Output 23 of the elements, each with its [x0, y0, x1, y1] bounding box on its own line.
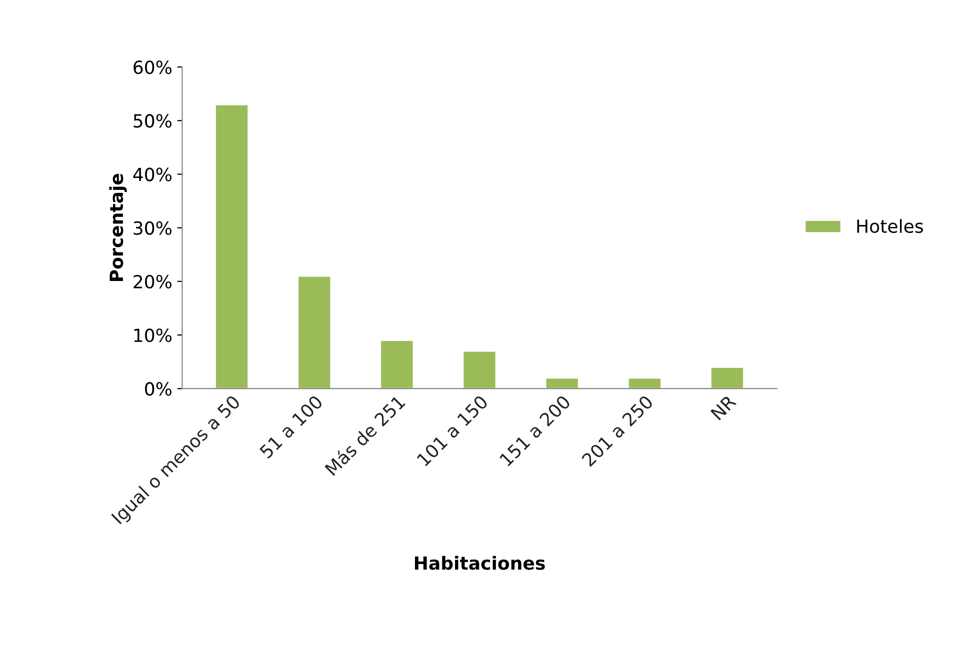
y-tick-label: 10%: [134, 328, 172, 342]
x-tick-label: 151 a 200: [499, 394, 572, 467]
bar: [627, 377, 662, 389]
y-axis-title: Porcentaje: [109, 174, 127, 281]
x-tick-label: 101 a 150: [416, 394, 489, 467]
y-tick-label: 20%: [134, 274, 172, 289]
y-tick-label: 50%: [134, 114, 172, 128]
bar: [462, 350, 497, 389]
bar: [297, 275, 332, 389]
bar: [214, 104, 249, 389]
y-tick-label: 40%: [133, 168, 172, 182]
y-tick-label: 30%: [134, 221, 172, 235]
x-tick-label: 201 a 250: [581, 394, 654, 468]
bar: [380, 340, 414, 389]
y-tick-label: 0%: [145, 382, 172, 396]
legend-label: Hoteles: [857, 219, 923, 234]
x-tick-label: Más de 251: [324, 394, 406, 476]
x-tick-label: NR: [710, 394, 737, 420]
x-axis-title: Habitaciones: [414, 556, 545, 570]
bar: [544, 377, 580, 389]
bar: [710, 366, 744, 389]
y-tick-label: 60%: [134, 60, 172, 74]
x-tick-label: 51 a 100: [258, 394, 324, 459]
